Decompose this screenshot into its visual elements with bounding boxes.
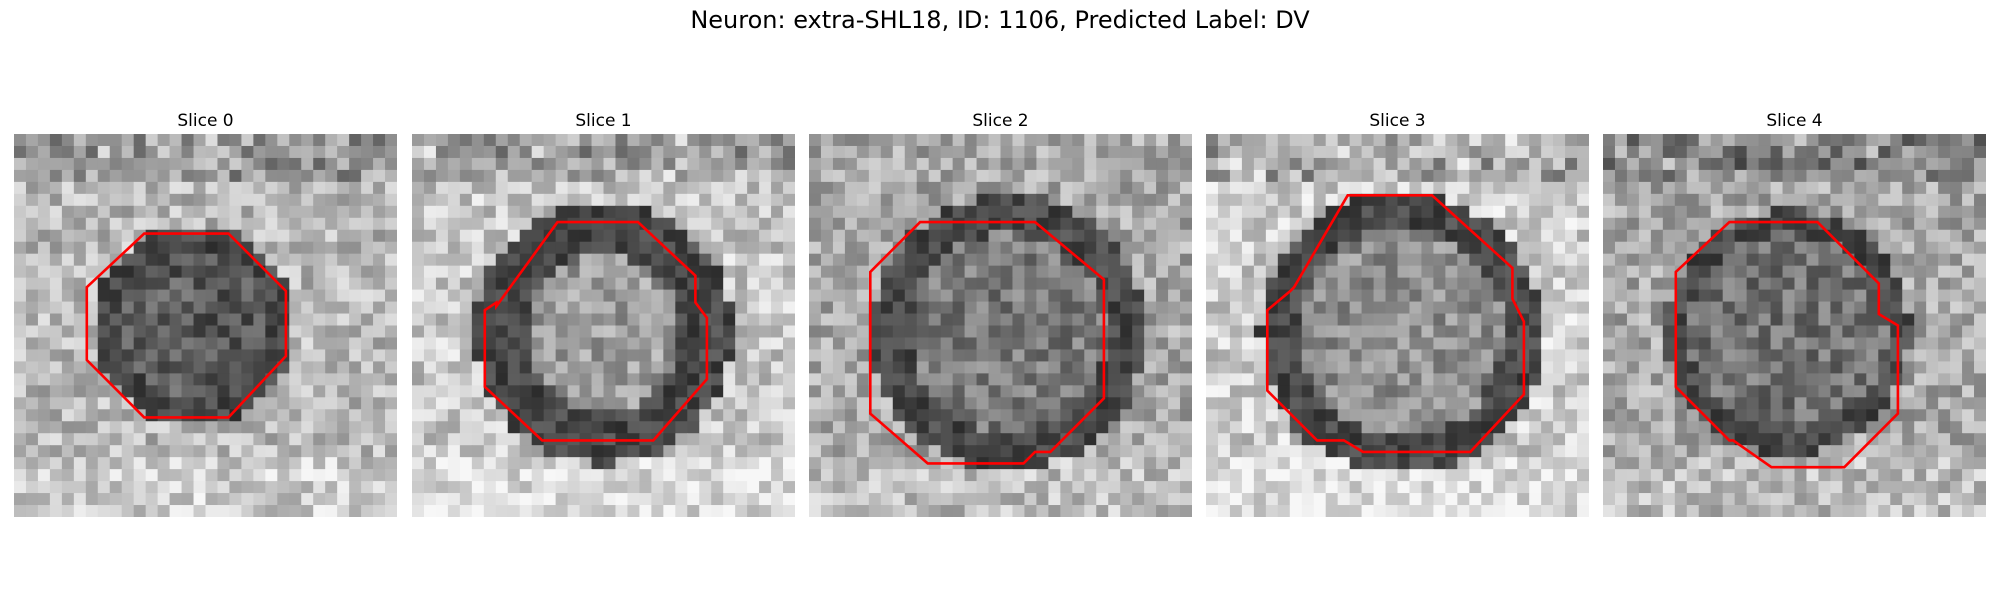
roi-contour — [483, 220, 709, 442]
pixel-grid — [14, 134, 397, 517]
figure-title: Neuron: extra-SHL18, ID: 1106, Predicted… — [690, 6, 1310, 34]
pixel-grid — [1206, 134, 1589, 517]
slice-image-4 — [1603, 134, 1986, 517]
roi-contour — [1265, 193, 1526, 454]
slice-panel-4: Slice 4 — [1603, 108, 1986, 517]
pixel-grid — [412, 134, 795, 517]
pixel-grid — [809, 134, 1192, 517]
slice-title-4: Slice 4 — [1766, 111, 1823, 131]
slice-title-2: Slice 2 — [972, 111, 1029, 131]
roi-contour — [1674, 220, 1900, 469]
roi-contour — [868, 220, 1106, 465]
pixel-grid — [1603, 134, 1986, 517]
slice-panel-3: Slice 3 — [1206, 108, 1589, 517]
slice-title-0: Slice 0 — [177, 111, 234, 131]
slice-panel-2: Slice 2 — [809, 108, 1192, 517]
slice-title-3: Slice 3 — [1369, 111, 1426, 131]
slice-image-1 — [412, 134, 795, 517]
slice-image-0 — [14, 134, 397, 517]
slice-image-2 — [809, 134, 1192, 517]
roi-contour — [85, 232, 288, 419]
slice-title-1: Slice 1 — [575, 111, 632, 131]
slice-panel-0: Slice 0 — [14, 108, 397, 517]
slice-image-3 — [1206, 134, 1589, 517]
slice-panel-1: Slice 1 — [412, 108, 795, 517]
